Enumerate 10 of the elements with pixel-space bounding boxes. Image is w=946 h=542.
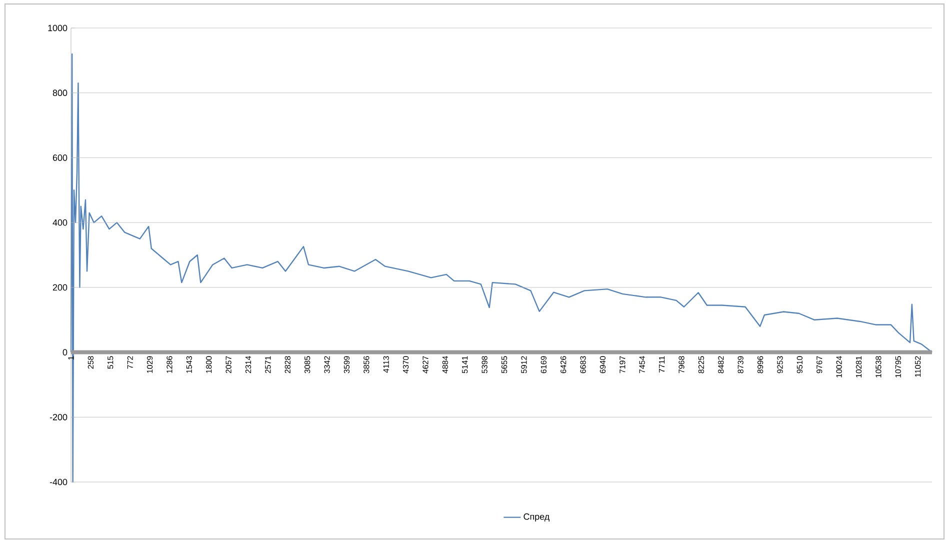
y-tick-label: 800 [52, 90, 68, 96]
y-tick-label: 200 [52, 284, 68, 291]
line-series [70, 53, 933, 483]
y-tick-label: 1000 [48, 24, 68, 32]
legend-label: Спред [524, 513, 550, 522]
y-tick-label: 600 [52, 154, 68, 161]
y-tick-label: -400 [50, 478, 68, 486]
y-tick-label: -200 [50, 414, 68, 420]
y-tick-label: 400 [52, 219, 68, 226]
y-tick-label: 0 [62, 349, 68, 356]
